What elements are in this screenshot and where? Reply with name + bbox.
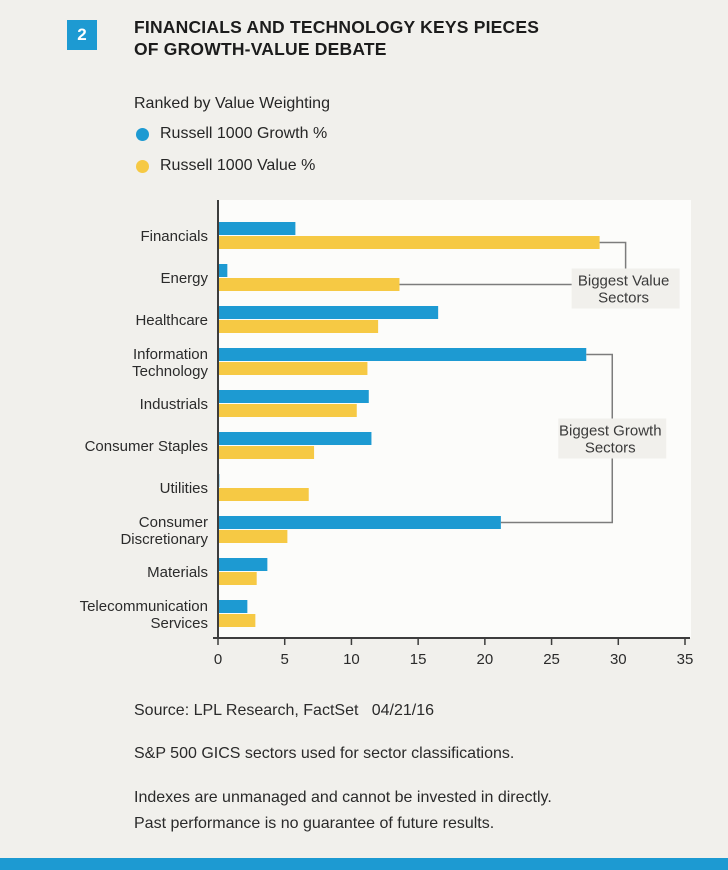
figure-number: 2 — [77, 25, 87, 44]
chart-subtitle: Ranked by Value Weighting — [134, 95, 330, 112]
x-tick-label: 30 — [610, 651, 627, 668]
bottom-accent-bar — [0, 858, 728, 870]
category-label: Information Technology — [132, 346, 208, 380]
x-tick-label: 0 — [214, 651, 222, 668]
growth-bar — [218, 306, 439, 319]
annotation-bracket — [399, 241, 627, 286]
annotation-label: Biggest Value Sectors — [578, 273, 669, 307]
growth-bar — [218, 390, 369, 403]
legend-item-growth: Russell 1000 Growth % — [136, 124, 327, 144]
value-bar — [218, 572, 257, 585]
value-legend-dot-icon — [136, 159, 149, 173]
category-label: Materials — [147, 564, 208, 581]
category-label: Consumer Discretionary — [120, 514, 208, 548]
value-bar — [218, 530, 288, 543]
x-tick-label: 25 — [543, 651, 560, 668]
value-bar — [218, 278, 400, 291]
growth-bar — [218, 558, 268, 571]
figure-title-line1: FINANCIALS AND TECHNOLOGY KEYS PIECES — [134, 17, 540, 37]
value-bar — [218, 362, 368, 375]
growth-bar — [218, 348, 587, 361]
value-bar — [218, 320, 379, 333]
disclosure-line2: Past performance is no guarantee of futu… — [134, 815, 495, 832]
grouped-bar-chart: Financials Energy Healthcare Information Tec… — [80, 200, 694, 668]
x-tick-label: 5 — [281, 651, 289, 668]
value-bar — [218, 404, 357, 417]
category-label: Healthcare — [135, 312, 208, 329]
category-label: Industrials — [140, 396, 208, 413]
figure-number-box: 2 — [67, 20, 97, 50]
category-label: Utilities — [160, 480, 208, 497]
legend-item-value: Russell 1000 Value % — [136, 156, 315, 176]
x-tick-label: 10 — [343, 651, 360, 668]
value-bar — [218, 236, 600, 249]
figure-title: FINANCIALS AND TECHNOLOGY KEYS PIECES OF… — [134, 16, 539, 60]
value-bar — [218, 614, 256, 627]
growth-bar — [218, 516, 501, 529]
x-tick-label: 15 — [410, 651, 427, 668]
value-bar — [218, 446, 315, 459]
legend-label-value: Russell 1000 Value % — [160, 157, 316, 174]
annotation-label-backdrop — [558, 418, 667, 459]
x-tick-label: 20 — [477, 651, 494, 668]
growth-bar — [218, 264, 228, 277]
category-label: Telecommunication Services — [80, 598, 208, 632]
legend-label-growth: Russell 1000 Growth % — [160, 125, 328, 142]
value-bar — [218, 488, 309, 501]
growth-bar — [218, 432, 372, 445]
figure-title-line2: OF GROWTH-VALUE DEBATE — [134, 39, 387, 59]
growth-legend-dot-icon — [136, 127, 149, 141]
annotation-label: Biggest Growth Sectors — [559, 423, 662, 457]
category-label: Consumer Staples — [85, 438, 208, 455]
annotation-label-backdrop — [571, 268, 680, 309]
growth-bar — [218, 600, 248, 613]
source-line: Source: LPL Research, FactSet 04/21/16 — [134, 702, 435, 719]
category-label: Energy — [160, 270, 208, 287]
x-tick-label: 35 — [677, 651, 694, 668]
gics-note: S&P 500 GICS sectors used for sector cla… — [134, 745, 515, 762]
growth-bar — [218, 222, 296, 235]
category-label: Financials — [140, 228, 208, 245]
disclosure-line1: Indexes are unmanaged and cannot be inve… — [134, 789, 552, 806]
